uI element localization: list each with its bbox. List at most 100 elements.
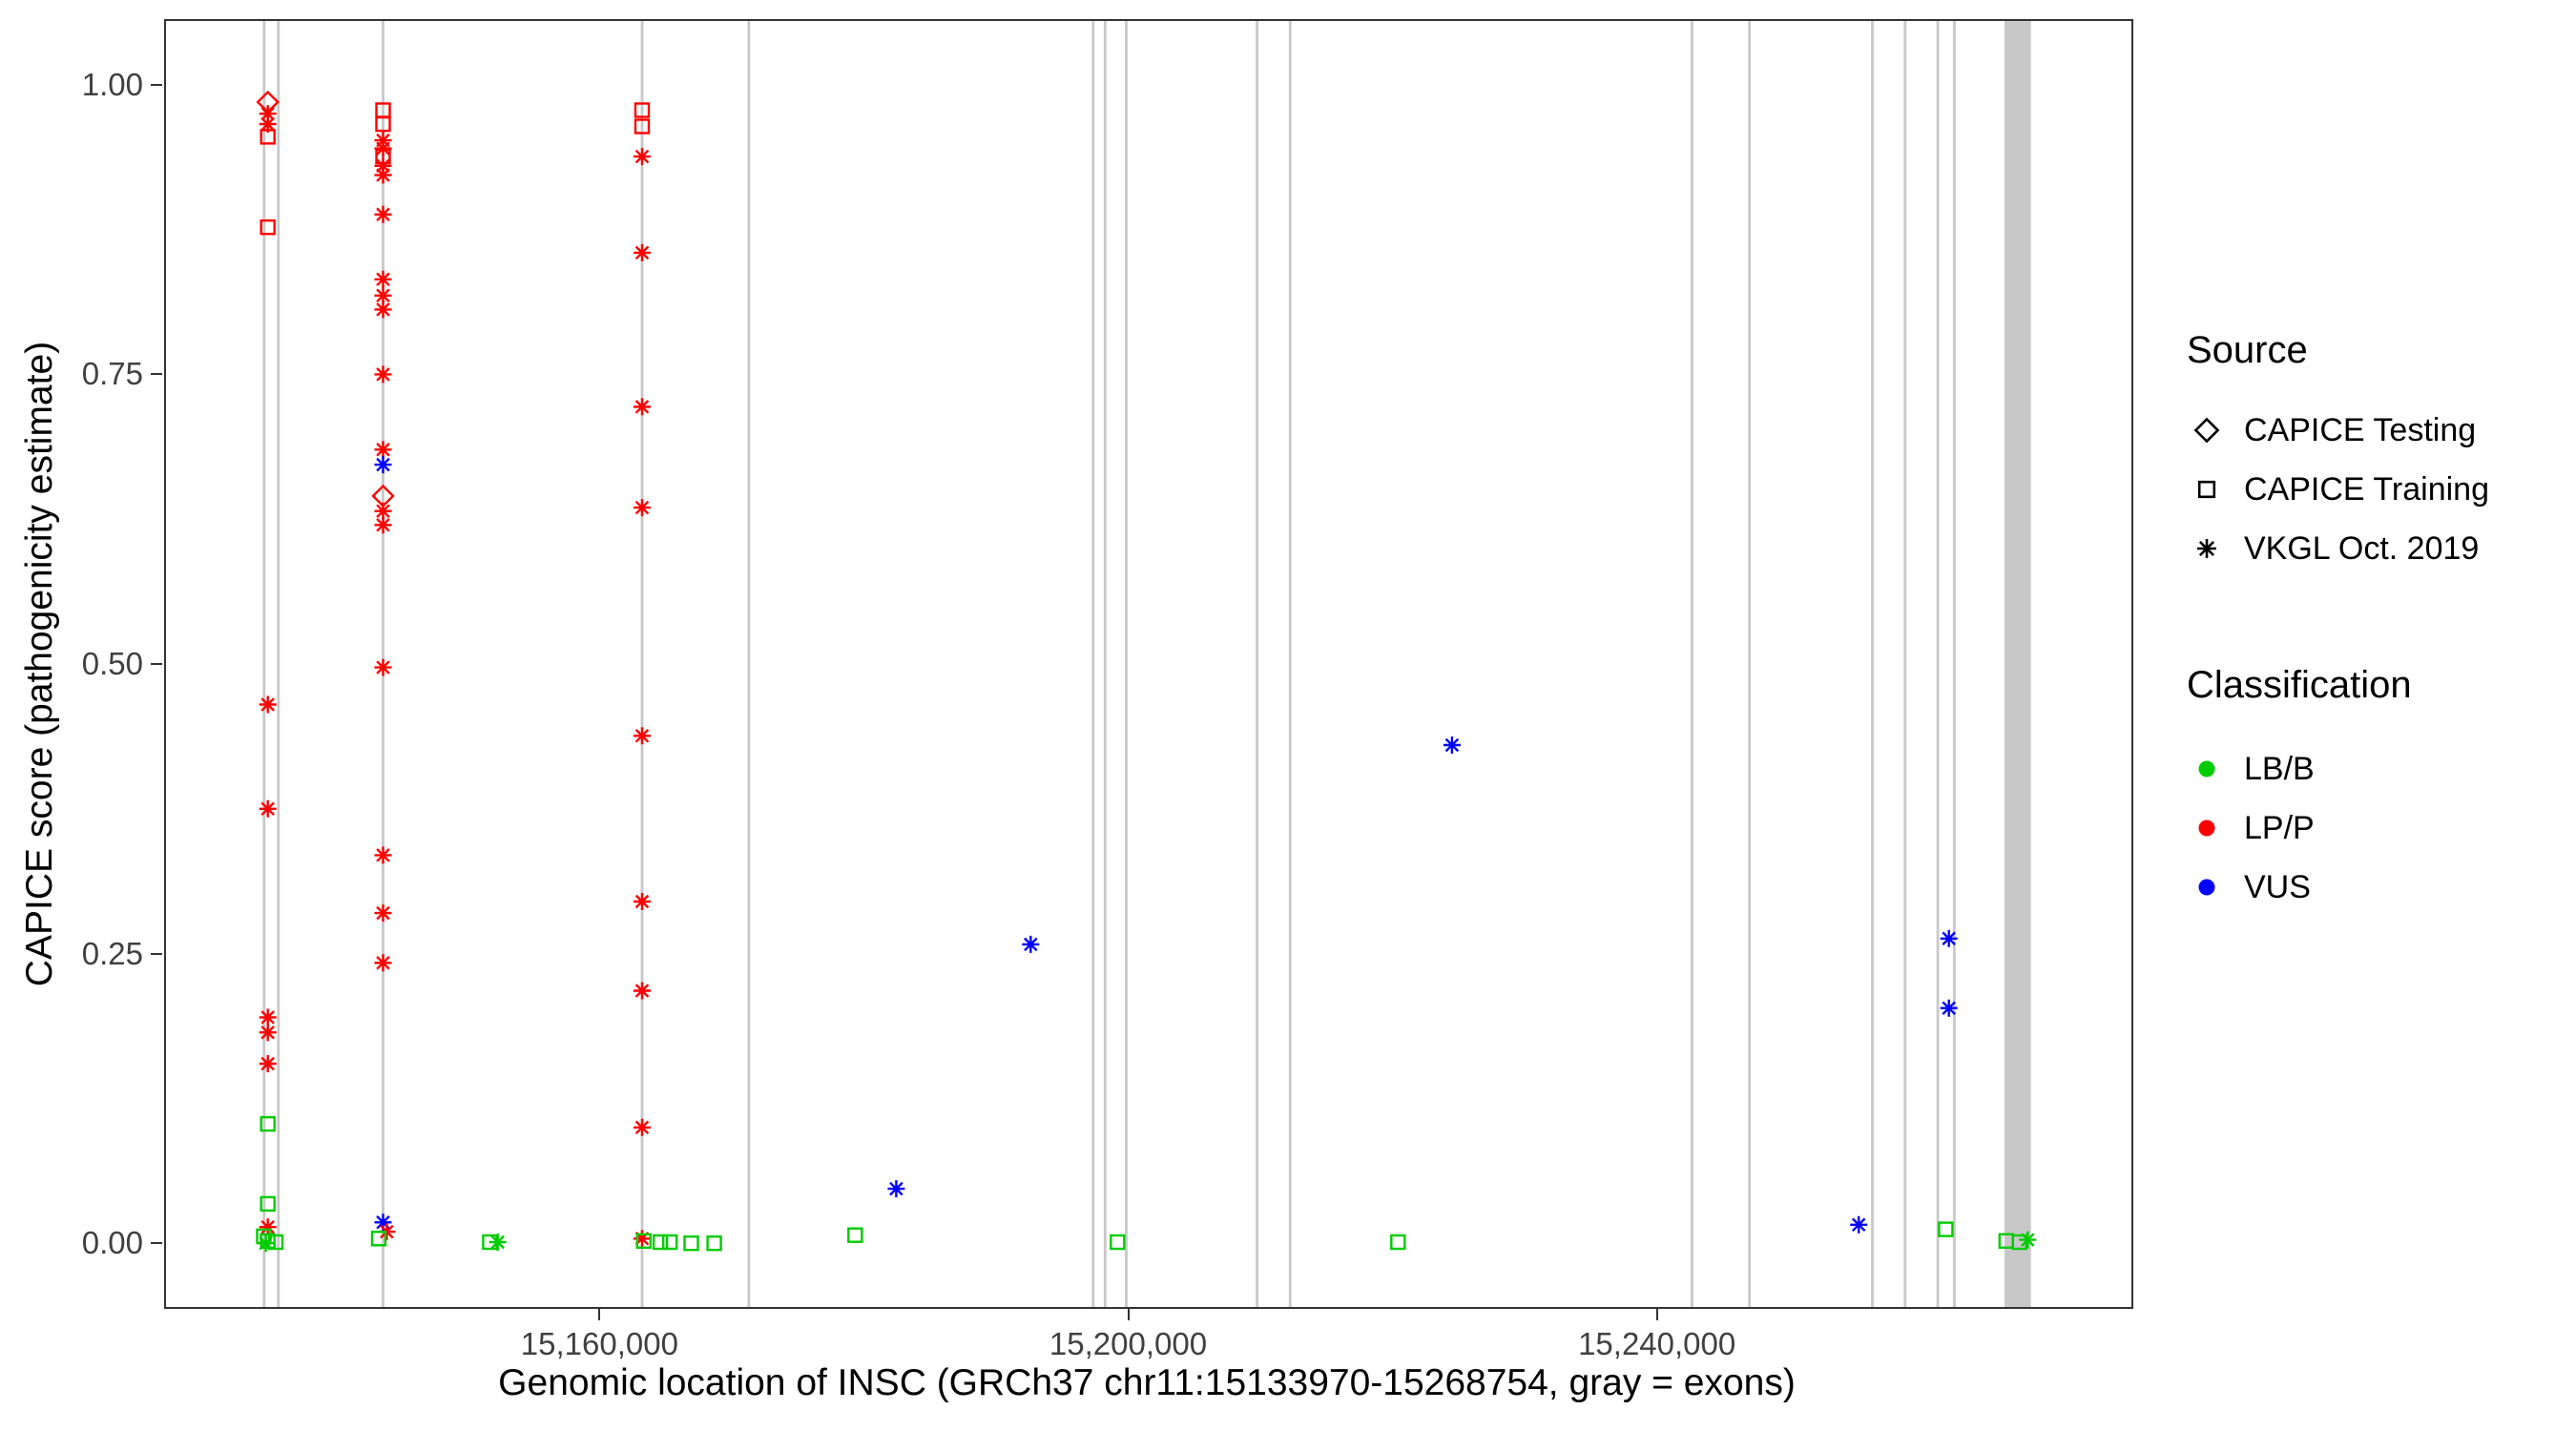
legend-item-class: LB/B (2187, 739, 2568, 798)
exon-region (1748, 21, 1752, 1307)
legend-classification-items: LB/B LP/P VUS (2187, 739, 2568, 917)
exon-region (1288, 21, 1292, 1307)
data-point-asterisk (374, 516, 392, 534)
legend-item-square-label: CAPICE Training (2244, 470, 2489, 508)
data-point-asterisk (1940, 999, 1958, 1017)
data-point-asterisk (374, 365, 392, 384)
x-tick-label: 15,240,000 (1578, 1326, 1736, 1361)
data-point-asterisk (374, 301, 392, 319)
data-point-asterisk (378, 1223, 396, 1241)
exon-region (1871, 21, 1874, 1307)
data-point-diamond (256, 90, 280, 114)
data-point-asterisk (634, 243, 651, 261)
data-point-square (683, 1234, 699, 1252)
legend-item-square: CAPICE Training (2187, 460, 2568, 519)
data-point-square (260, 1233, 276, 1250)
legend-item-diamond-glyph (2193, 417, 2220, 444)
legend-item-class: LP/P (2187, 798, 2568, 858)
data-point-asterisk (259, 105, 277, 123)
data-point-asterisk (634, 727, 651, 745)
data-point-asterisk (257, 1234, 275, 1253)
data-point-square (1938, 1221, 1954, 1237)
exon-region (262, 21, 266, 1307)
exon-region (747, 21, 751, 1307)
legend-item-asterisk-glyph (2197, 539, 2216, 558)
data-point-asterisk (374, 456, 392, 474)
data-point-asterisk (374, 954, 392, 972)
data-point-square (260, 1115, 276, 1132)
data-point-square (652, 1234, 669, 1251)
legend-item-diamond-label: CAPICE Testing (2244, 411, 2477, 448)
legend-item-asterisk: VKGL Oct. 2019 (2187, 519, 2568, 578)
legend-item-class-glyph (2198, 879, 2215, 896)
data-point-asterisk (259, 1055, 277, 1072)
data-point-asterisk (259, 115, 277, 134)
data-point-asterisk (374, 139, 392, 157)
y-tick-label: 0.75 (81, 356, 143, 392)
exon-region (1103, 21, 1107, 1307)
data-point-square (635, 1233, 652, 1250)
y-tick-mark (151, 952, 162, 955)
y-tick-mark (151, 83, 162, 86)
data-point-asterisk (634, 1118, 651, 1136)
x-tick-mark (598, 1309, 601, 1320)
data-point-asterisk (259, 1218, 277, 1236)
y-tick-label: 0.25 (81, 935, 143, 971)
data-point-asterisk (488, 1234, 507, 1251)
legend-item-class-label: LB/B (2244, 750, 2315, 787)
data-point-asterisk (374, 846, 392, 864)
data-point-asterisk (634, 398, 651, 416)
data-point-asterisk (259, 695, 277, 714)
data-point-asterisk (374, 156, 392, 175)
data-point-asterisk (634, 148, 651, 166)
data-point-square (260, 1195, 276, 1213)
legend-item-class: VUS (2187, 858, 2568, 917)
data-point-square (634, 102, 651, 118)
y-tick-mark (151, 663, 162, 665)
legend-source-items: CAPICE Testing CAPICE Training VKGL Oct. 2… (2187, 401, 2568, 578)
x-tick-label: 15,160,000 (520, 1326, 678, 1361)
legend: Source CAPICE Testing CAPICE Training VKGL… (2187, 329, 2568, 917)
data-point-asterisk (374, 658, 392, 676)
data-point-asterisk (1443, 736, 1461, 754)
x-tick-mark (1127, 1309, 1130, 1320)
data-point-square (370, 1231, 387, 1247)
data-point-asterisk (1850, 1215, 1868, 1234)
exon-region (1903, 21, 1907, 1307)
legend-item-class-label: VUS (2244, 868, 2311, 905)
data-point-asterisk (374, 502, 392, 520)
data-point-square (1390, 1234, 1406, 1251)
data-point-asterisk (887, 1180, 905, 1198)
y-tick-mark (151, 1242, 162, 1245)
data-point-asterisk (634, 982, 651, 1000)
data-point-square (375, 115, 391, 133)
exon-region (1953, 21, 1956, 1307)
y-tick-label: 0.50 (81, 646, 143, 681)
y-tick-label: 1.00 (81, 66, 143, 102)
legend-item-class-glyph (2198, 760, 2215, 778)
exon-region (640, 21, 644, 1307)
data-point-square (706, 1234, 722, 1252)
x-tick-label: 15,200,000 (1049, 1326, 1208, 1361)
data-point-asterisk (374, 1213, 392, 1232)
legend-item-diamond: CAPICE Testing (2187, 401, 2568, 460)
data-point-asterisk (259, 1024, 277, 1042)
data-point-square (662, 1234, 678, 1251)
plot-panel (164, 19, 2133, 1309)
data-point-asterisk (634, 499, 651, 517)
x-tick-mark (1655, 1309, 1658, 1320)
legend-item-asterisk-label: VKGL Oct. 2019 (2244, 529, 2480, 567)
exon-region (1691, 21, 1693, 1307)
exon-region (1256, 21, 1258, 1307)
data-point-asterisk (1940, 929, 1958, 947)
data-point-asterisk (374, 441, 392, 459)
y-tick-label: 0.00 (81, 1225, 143, 1261)
data-point-asterisk (374, 166, 392, 184)
exon-region (1125, 21, 1128, 1307)
data-point-asterisk (374, 904, 392, 923)
legend-source-title: Source (2187, 329, 2308, 371)
data-point-asterisk (1022, 935, 1040, 953)
data-point-asterisk (374, 205, 392, 223)
data-point-diamond (371, 484, 395, 508)
